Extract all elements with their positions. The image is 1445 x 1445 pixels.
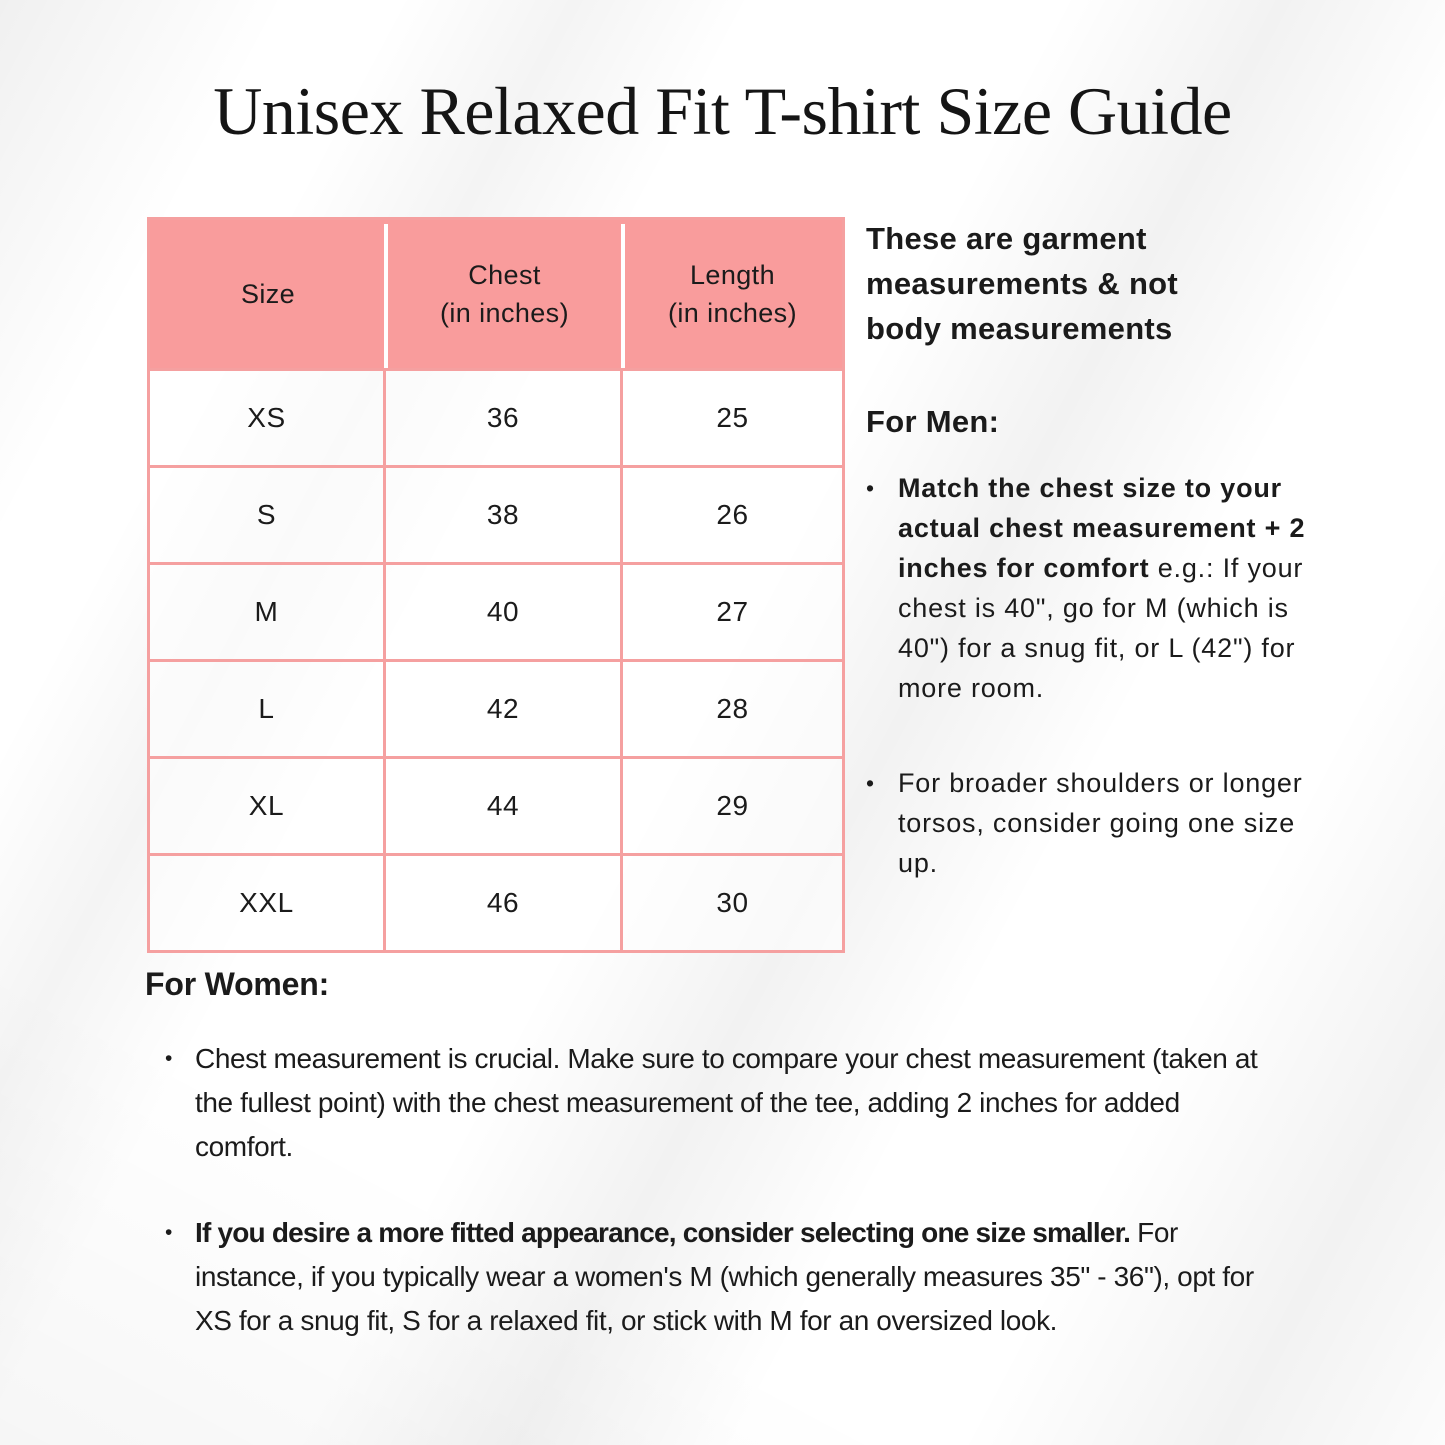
list-item-text-bold: Match the chest size to your actual ches… bbox=[898, 473, 1306, 583]
cell-size: XXL bbox=[150, 856, 386, 950]
bullet-icon: • bbox=[165, 1047, 172, 1070]
men-section-heading: For Men: bbox=[866, 404, 1000, 439]
list-item-text: For broader shoulders or longer torsos, … bbox=[898, 763, 1308, 883]
cell-size: M bbox=[150, 565, 386, 659]
cell-length: 27 bbox=[716, 596, 749, 627]
column-header-sub: (in inches) bbox=[668, 298, 797, 328]
cell-chest: 44 bbox=[386, 759, 623, 853]
cell-size: XS bbox=[150, 371, 386, 465]
cell-length: 29 bbox=[716, 790, 749, 821]
women-section: For Women: • Chest measurement is crucia… bbox=[145, 966, 1305, 1343]
column-header-label: Length bbox=[690, 260, 775, 290]
bullet-icon: • bbox=[165, 1221, 172, 1244]
list-item: • For broader shoulders or longer torsos… bbox=[866, 763, 1310, 883]
men-section: These are garment measurements & not bod… bbox=[866, 216, 1310, 883]
page-title: Unisex Relaxed Fit T-shirt Size Guide bbox=[213, 73, 1232, 149]
cell-chest: 40 bbox=[386, 565, 623, 659]
column-header-sub: (in inches) bbox=[440, 298, 569, 328]
bullet-icon: • bbox=[866, 770, 875, 796]
cell-length: 25 bbox=[716, 402, 749, 433]
list-item-text: Match the chest size to your actual ches… bbox=[898, 468, 1308, 708]
list-item: • If you desire a more fitted appearance… bbox=[145, 1211, 1305, 1343]
table-row-xxl: XXL 46 30 bbox=[150, 853, 842, 950]
list-item: • Chest measurement is crucial. Make sur… bbox=[145, 1037, 1305, 1169]
cell-chest: 46 bbox=[386, 856, 623, 950]
women-bullet-list: • Chest measurement is crucial. Make sur… bbox=[145, 1037, 1305, 1343]
size-table-header-size: Size bbox=[150, 220, 388, 368]
cell-size: S bbox=[150, 468, 386, 562]
cell-chest: 38 bbox=[386, 468, 623, 562]
size-table-body: XS 36 25 S 38 26 M 40 27 L 42 28 XL 44 bbox=[150, 368, 842, 950]
size-table: Size Chest (in inches) Length (in inches… bbox=[147, 217, 845, 953]
cell-length: 28 bbox=[716, 693, 749, 724]
bullet-icon: • bbox=[866, 475, 875, 501]
cell-length: 30 bbox=[716, 887, 749, 918]
size-table-header-row: Size Chest (in inches) Length (in inches… bbox=[150, 220, 842, 368]
table-row-m: M 40 27 bbox=[150, 562, 842, 659]
cell-size: L bbox=[150, 662, 386, 756]
table-row-s: S 38 26 bbox=[150, 465, 842, 562]
table-row-l: L 42 28 bbox=[150, 659, 842, 756]
list-item: • Match the chest size to your actual ch… bbox=[866, 468, 1310, 708]
list-item-text-regular: Chest measurement is crucial. Make sure … bbox=[195, 1043, 1258, 1162]
list-item-text: If you desire a more fitted appearance, … bbox=[195, 1211, 1280, 1343]
size-table-header-chest: Chest (in inches) bbox=[386, 220, 625, 368]
garment-note: These are garment measurements & not bod… bbox=[866, 221, 1179, 346]
column-header-label: Size bbox=[240, 279, 296, 309]
list-item-text-bold: If you desire a more fitted appearance, … bbox=[195, 1217, 1138, 1248]
column-header-label: Chest bbox=[468, 260, 541, 290]
list-item-text-regular: For broader shoulders or longer torsos, … bbox=[898, 768, 1303, 878]
list-item-text: Chest measurement is crucial. Make sure … bbox=[195, 1037, 1280, 1169]
table-row-xs: XS 36 25 bbox=[150, 368, 842, 465]
women-section-heading: For Women: bbox=[145, 966, 330, 1002]
table-row-xl: XL 44 29 bbox=[150, 756, 842, 853]
list-item-text-regular: e.g.: If your chest is 40", go for M (wh… bbox=[898, 553, 1304, 703]
cell-length: 26 bbox=[716, 499, 749, 530]
cell-chest: 42 bbox=[386, 662, 623, 756]
cell-size: XL bbox=[150, 759, 386, 853]
size-table-header-length: Length (in inches) bbox=[623, 220, 842, 368]
men-bullet-list: • Match the chest size to your actual ch… bbox=[866, 468, 1310, 883]
cell-chest: 36 bbox=[386, 371, 623, 465]
list-item-text-regular: For instance, if you typically wear a wo… bbox=[195, 1217, 1254, 1336]
